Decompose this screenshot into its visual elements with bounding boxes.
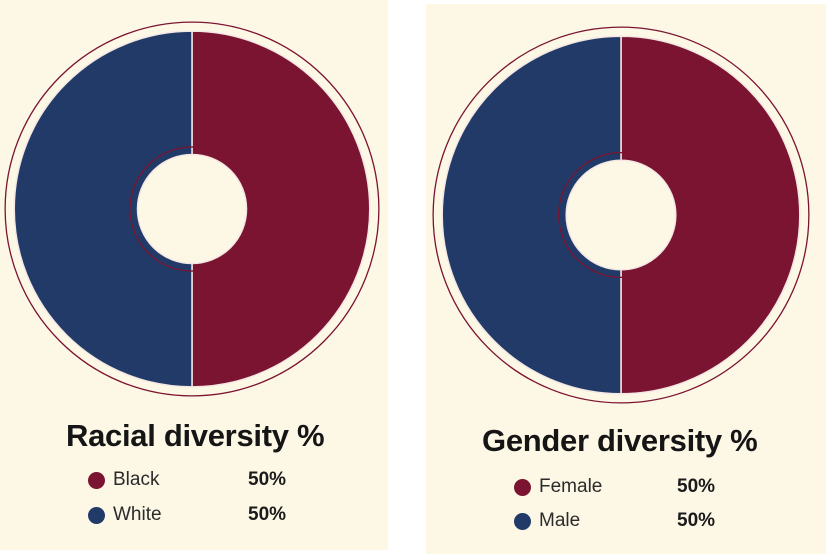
- outer-ring: [432, 26, 810, 404]
- legend-item-male: Male 50%: [514, 509, 715, 533]
- gender-diversity-donut: [432, 26, 810, 404]
- legend-value: 50%: [248, 469, 287, 490]
- slice-female: [620, 35, 801, 395]
- legend-label: Male: [539, 510, 581, 531]
- legend-label: Female: [539, 476, 603, 497]
- chart-title: Racial diversity %: [66, 418, 325, 453]
- inner-ring: [129, 146, 255, 272]
- outer-ring: [4, 21, 380, 397]
- slice-white: [13, 30, 193, 388]
- legend-label: Black: [113, 469, 160, 490]
- legend-swatch-white: [88, 506, 105, 524]
- gender-diversity-panel: Gender diversity % Female 50% Male 50%: [426, 4, 826, 554]
- racial-diversity-donut: [4, 21, 380, 397]
- legend-value: 50%: [248, 504, 287, 525]
- legend-item-female: Female 50%: [514, 475, 715, 499]
- legend-swatch-male: [514, 512, 531, 530]
- slice-black: [191, 30, 371, 388]
- legend-value: 50%: [677, 476, 716, 497]
- chart-title: Gender diversity %: [482, 423, 758, 458]
- legend-value: 50%: [677, 510, 716, 531]
- legend-swatch-black: [88, 471, 105, 489]
- legend-item-black: Black 50%: [88, 468, 286, 492]
- inner-ring: [557, 151, 685, 279]
- legend-swatch-female: [514, 478, 531, 496]
- slice-male: [441, 35, 622, 395]
- legend-label: White: [113, 504, 162, 525]
- legend-item-white: White 50%: [88, 503, 286, 527]
- racial-diversity-panel: Racial diversity % Black 50% White 50%: [0, 0, 388, 550]
